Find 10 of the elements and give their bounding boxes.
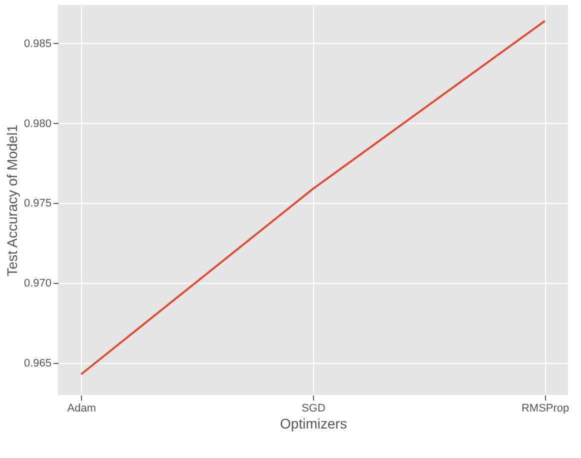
x-axis-title: Optimizers [280,416,347,432]
x-tick-label: Adam [67,402,96,414]
y-tick-label: 0.975 [24,198,52,210]
y-tick-label: 0.985 [24,38,52,50]
y-tick-label: 0.965 [24,358,52,370]
y-tick-label: 0.970 [24,278,52,290]
y-axis-title: Test Accuracy of Model1 [4,124,20,276]
y-tick-label: 0.980 [24,118,52,130]
x-tick-label: RMSProp [521,402,570,414]
x-tick-label: SGD [302,402,326,414]
